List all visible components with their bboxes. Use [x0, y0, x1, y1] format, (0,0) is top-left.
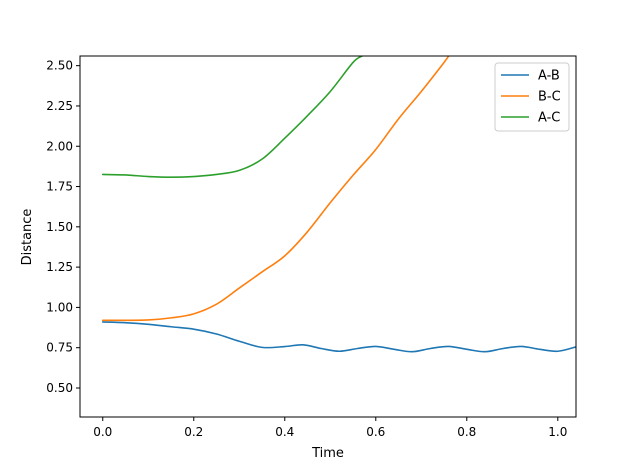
x-tick-label: 1.0 — [548, 425, 567, 439]
plot-frame — [79, 55, 577, 418]
series-line-b-c — [101, 56, 450, 322]
series-line-a-b — [101, 321, 576, 353]
legend-label-a-b: A-B — [538, 69, 560, 84]
y-tick-label: 2.00 — [46, 139, 73, 153]
x-tick-label: 0.0 — [93, 425, 112, 439]
y-tick-label: 2.25 — [46, 99, 73, 113]
x-axis-label: Time — [311, 446, 344, 461]
y-axis-label: Distance — [20, 209, 35, 266]
y-tick-label: 0.50 — [46, 381, 73, 395]
x-tick-label: 0.4 — [275, 425, 294, 439]
series-line-a-c — [101, 56, 363, 178]
series-layer — [101, 56, 576, 353]
x-tick-label: 0.2 — [184, 425, 203, 439]
y-tick-label: 1.25 — [46, 260, 73, 274]
y-axis: 0.50 0.75 1.00 1.25 1.50 1.75 2.00 2.25 2.50 — [46, 59, 80, 395]
legend-label-b-c: B-C — [538, 90, 561, 105]
x-tick-label: 0.6 — [366, 425, 385, 439]
legend-box — [494, 62, 570, 132]
legend: A-B B-C A-C — [494, 62, 570, 132]
legend-label-a-c: A-C — [538, 111, 560, 126]
x-tick-label: 0.8 — [457, 425, 476, 439]
y-tick-label: 1.50 — [46, 220, 73, 234]
y-tick-label: 2.50 — [46, 59, 73, 73]
x-axis: 0.0 0.2 0.4 0.6 0.8 1.0 — [93, 417, 567, 439]
y-tick-label: 0.75 — [46, 341, 73, 355]
y-tick-label: 1.00 — [46, 300, 73, 314]
y-tick-label: 1.75 — [46, 180, 73, 194]
